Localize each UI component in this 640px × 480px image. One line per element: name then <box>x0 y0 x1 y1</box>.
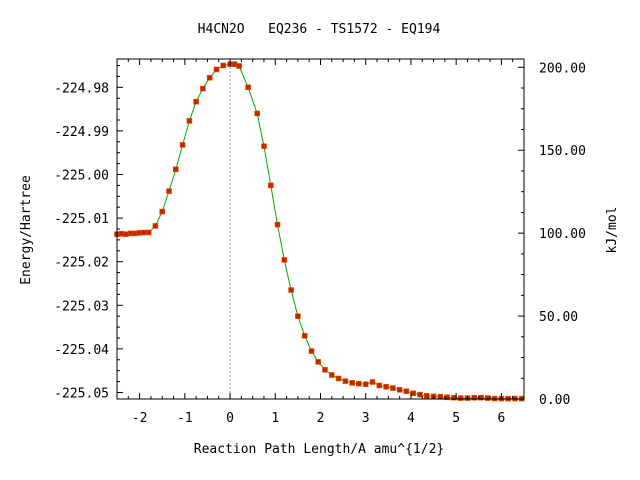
chart-title: H4CN2O EQ236 - TS1572 - EQ194 <box>198 22 441 37</box>
data-point <box>423 393 430 399</box>
data-point <box>267 182 274 189</box>
y2-tick-label: 100.00 <box>539 227 586 242</box>
data-point <box>141 229 147 236</box>
data-point <box>123 231 129 237</box>
data-point <box>159 208 165 215</box>
data-point <box>206 74 213 81</box>
data-point <box>471 394 478 401</box>
data-point <box>200 85 206 92</box>
data-point <box>322 366 328 373</box>
data-point <box>457 395 464 401</box>
data-point <box>213 66 220 73</box>
x-tick-label: 0 <box>226 411 234 426</box>
x-tick-label: 5 <box>452 411 460 426</box>
data-point <box>152 223 159 229</box>
y2-tick-label: 150.00 <box>539 144 586 159</box>
x-tick-label: -2 <box>132 411 148 426</box>
x-tick-label: 2 <box>317 411 325 426</box>
y2-tick-label: 0.00 <box>539 393 570 408</box>
data-point <box>410 390 417 397</box>
data-point <box>254 110 260 117</box>
data-point <box>186 118 193 124</box>
data-point <box>362 381 369 388</box>
y-tick-label: -224.98 <box>54 81 109 96</box>
data-point <box>281 257 288 263</box>
y-tick-label: -225.01 <box>54 212 109 227</box>
y-tick-label: -225.04 <box>54 343 109 358</box>
data-point <box>484 395 491 401</box>
y-axis-label: Energy/Hartree <box>19 175 34 285</box>
data-point <box>288 287 294 293</box>
data-point <box>295 313 301 320</box>
data-point <box>145 229 152 236</box>
plot-frame <box>116 58 525 400</box>
axes: -2 -1 0 1 2 3 4 5 6 -224.98 -224.99 -225.00 -225.01 -… <box>54 58 586 426</box>
x-tick-label: 3 <box>362 411 370 426</box>
series-line <box>116 63 522 400</box>
x-tick-label: -1 <box>177 411 193 426</box>
x-axis-label: Reaction Path Length/A amu^{1/2} <box>194 442 444 457</box>
data-point <box>403 388 410 395</box>
data-point <box>315 359 322 365</box>
x-tick-label: 4 <box>407 411 415 426</box>
data-point <box>335 375 342 382</box>
data-point <box>236 63 242 69</box>
y-tick-label: -224.99 <box>54 125 109 140</box>
data-point <box>301 332 308 339</box>
data-point <box>179 142 186 148</box>
y-tick-label: -225.03 <box>54 299 109 314</box>
data-point <box>220 62 227 69</box>
data-point <box>308 348 315 354</box>
y2-axis-label: kJ/mol <box>605 207 620 254</box>
data-point <box>193 98 199 105</box>
data-point <box>261 143 267 149</box>
y-tick-label: -225.00 <box>54 169 109 184</box>
y2-tick-label: 200.00 <box>539 61 586 76</box>
data-point <box>417 391 423 398</box>
data-point <box>166 188 172 194</box>
data-point <box>369 379 376 385</box>
data-point <box>173 166 179 173</box>
data-point <box>376 382 383 389</box>
data-point <box>274 221 281 228</box>
data-point <box>390 385 396 391</box>
data-point <box>356 380 362 387</box>
data-point <box>342 378 349 384</box>
data-point <box>328 372 335 378</box>
data-point <box>349 380 356 386</box>
y-tick-label: -225.02 <box>54 256 109 271</box>
data-point <box>383 383 389 390</box>
x-tick-label: 1 <box>271 411 279 426</box>
x-tick-label: 6 <box>497 411 505 426</box>
data-point <box>245 84 251 91</box>
data-point <box>396 386 403 393</box>
y-tick-label: -225.05 <box>54 386 109 401</box>
y2-tick-label: 50.00 <box>539 310 578 325</box>
plot-area <box>114 59 525 402</box>
